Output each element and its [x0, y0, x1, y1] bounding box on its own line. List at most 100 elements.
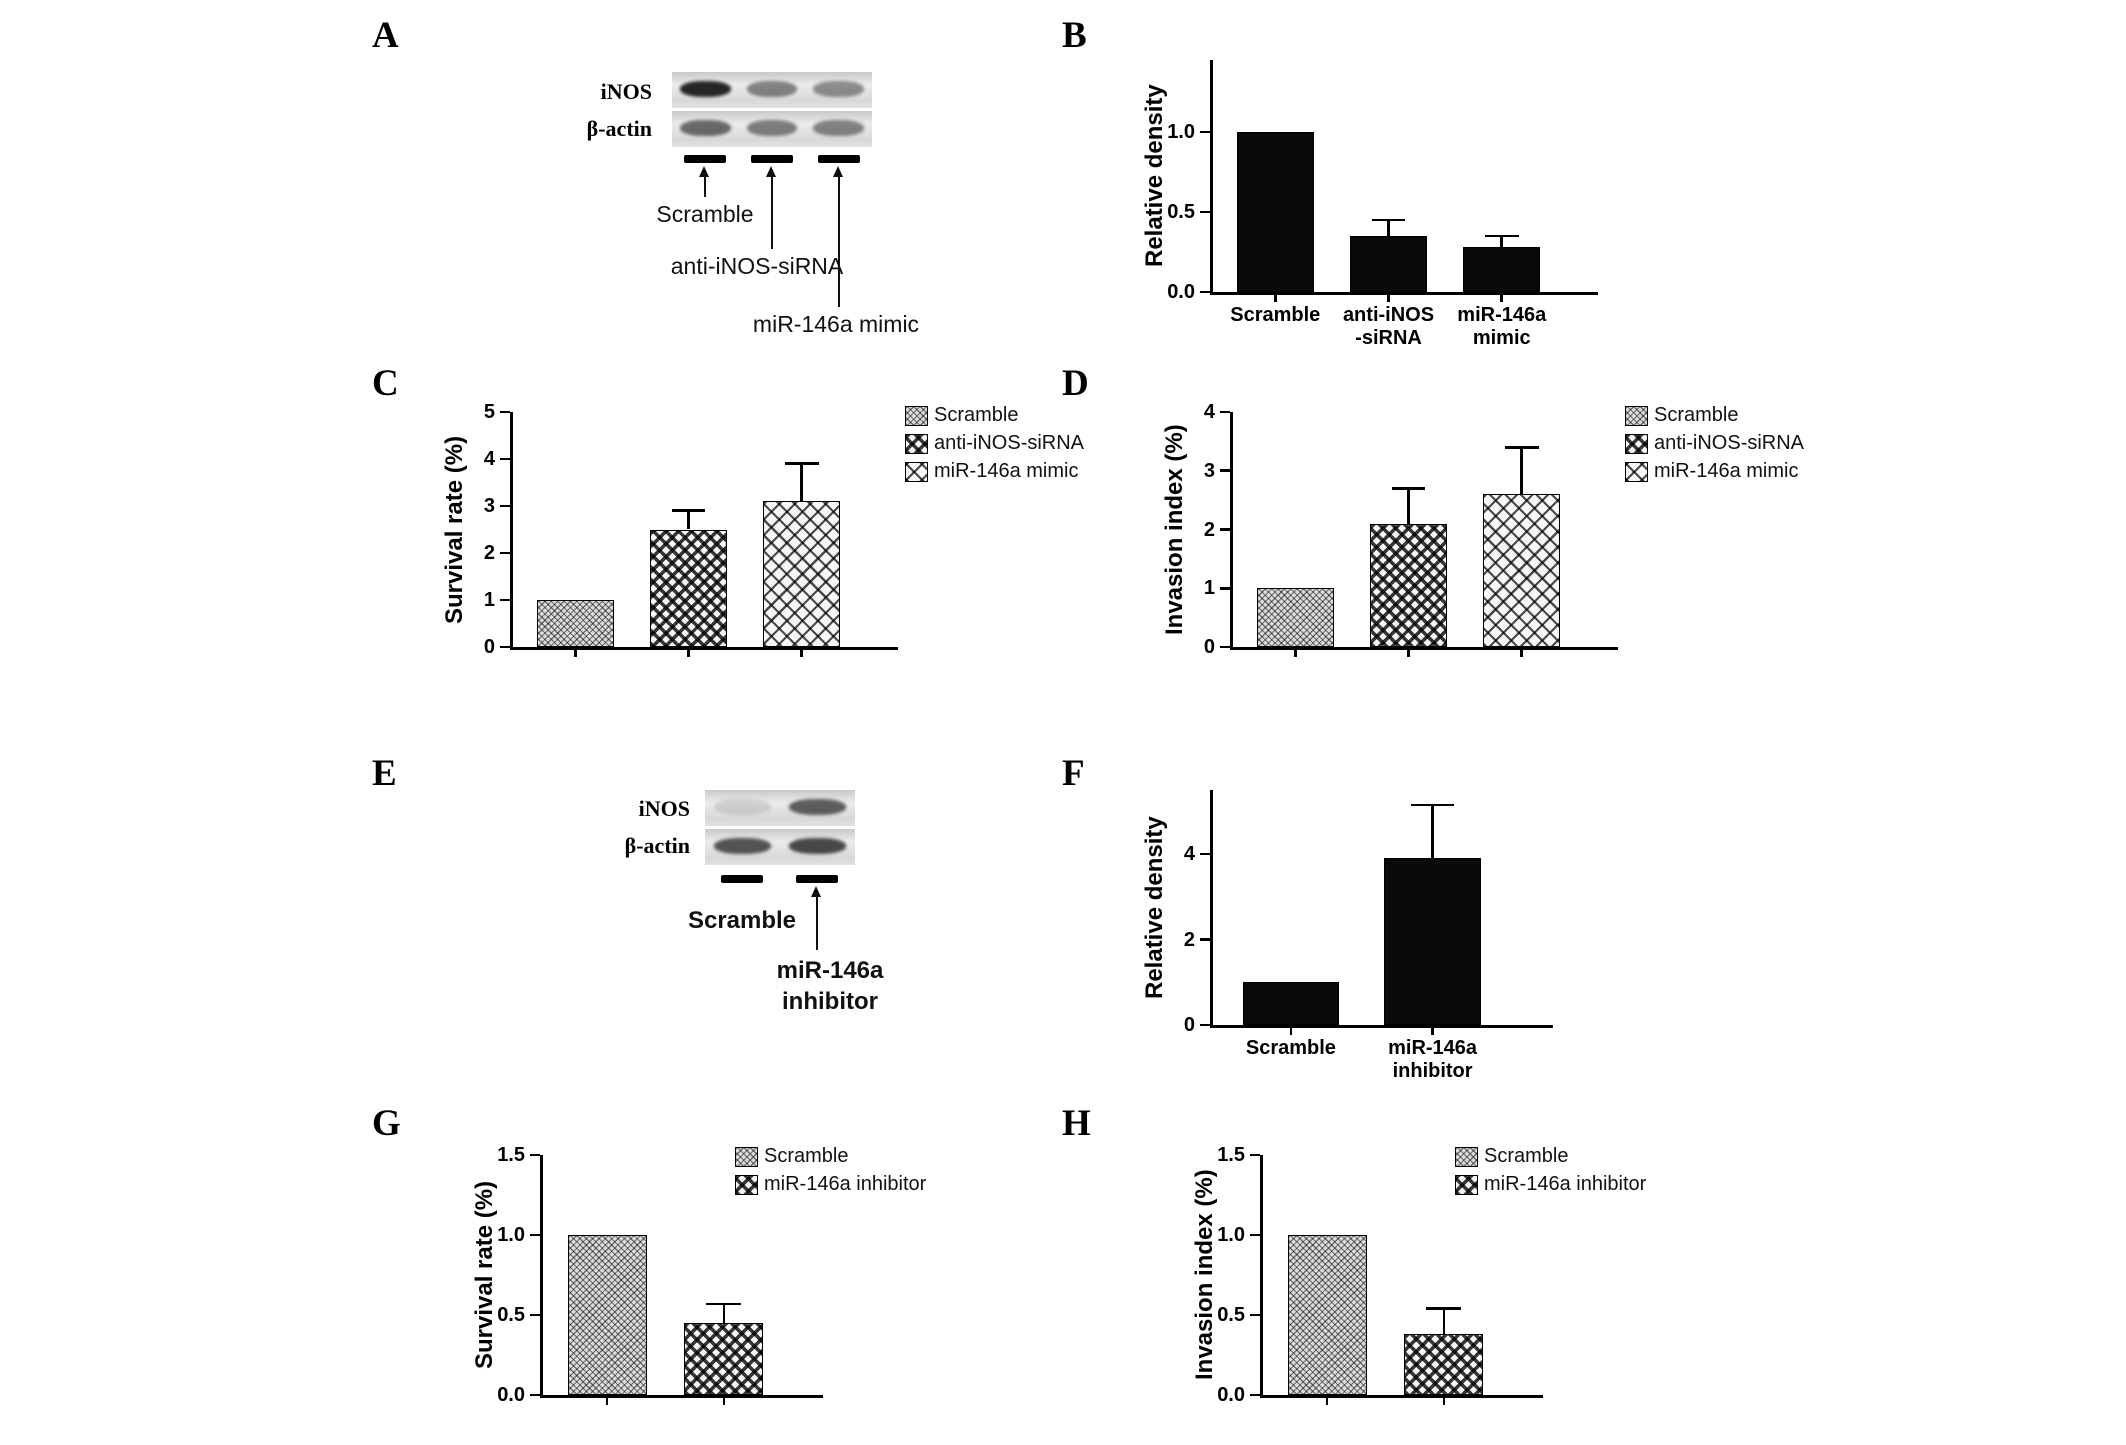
y-tick-label: 2 — [1203, 518, 1215, 541]
error-bar-stem — [1442, 1308, 1446, 1335]
y-tick — [1220, 645, 1230, 649]
legend-label: anti-iNOS-siRNA — [934, 432, 1085, 454]
error-bar-stem — [1387, 220, 1390, 236]
error-bar-cap — [706, 1302, 742, 1306]
y-tick — [530, 1153, 540, 1157]
bar-f-1 — [1384, 858, 1481, 1025]
panel-label-b: B — [1062, 15, 1087, 56]
blot-band — [746, 120, 798, 136]
y-tick-label: 0.0 — [1217, 1384, 1245, 1406]
y-tick-label: 1 — [1203, 577, 1215, 600]
bar-g-1 — [684, 1323, 764, 1395]
blot-band — [813, 120, 864, 136]
error-bar-stem — [1431, 804, 1434, 859]
y-tick — [500, 551, 510, 555]
legend-swatch — [735, 1174, 758, 1195]
blot-band — [746, 81, 798, 97]
y-tick — [530, 1393, 540, 1397]
y-tick-label: 2 — [1183, 928, 1195, 951]
legend-label: Scramble — [1484, 1145, 1569, 1167]
blot-band — [789, 799, 846, 815]
x-tick — [1289, 1028, 1293, 1035]
error-bar-stem — [722, 1303, 726, 1323]
y-tick — [1200, 210, 1210, 214]
y-tick-label: 4 — [1183, 843, 1195, 866]
blot-band — [680, 81, 731, 97]
legend-label: Scramble — [1654, 404, 1739, 426]
blot-strip — [705, 790, 855, 826]
error-bar-cap — [1504, 445, 1539, 449]
bar-c-1 — [650, 529, 727, 647]
legend-entry: Scramble — [1455, 1145, 1646, 1168]
protein-label-bactin-e: β-actin — [624, 833, 690, 858]
chart-survival-rate-g: 0.0 0.5 1.0 1.5 Survival rate (%) Scramble miR… — [435, 1125, 1095, 1435]
legend-entry: miR-146a inhibitor — [735, 1173, 926, 1196]
blot-band — [813, 81, 864, 97]
chart-relative-density-f: 0 2 4 Scramble miR-146a inhibitor Relative de… — [1130, 772, 1690, 1117]
blot-strip — [672, 72, 872, 108]
chart-relative-density-b: 0.0 0.5 1.0 Scramble anti-iNOS -siRNA miR-146… — [1130, 42, 1690, 387]
error-bar-cap — [1371, 218, 1406, 222]
legend-entry: Scramble — [1625, 404, 1804, 427]
lane-label-scramble-e: Scramble — [687, 907, 797, 934]
y-axis-label: Relative density — [1141, 84, 1168, 268]
legend-entry: Scramble — [905, 404, 1084, 427]
panel-label-e: E — [372, 753, 397, 794]
legend-swatch — [1625, 405, 1648, 426]
lane-marker — [684, 155, 726, 163]
y-tick — [1220, 586, 1230, 590]
lane-label-mir146a-inhibitor: miR-146a inhibitor — [776, 957, 884, 1016]
bar-f-0 — [1242, 982, 1340, 1025]
y-tick — [1200, 938, 1210, 941]
western-blot-e — [705, 790, 855, 868]
y-tick — [500, 504, 510, 508]
x-tick — [1407, 650, 1410, 657]
y-tick-label: 1.5 — [497, 1144, 525, 1166]
lane-marker — [751, 155, 793, 163]
protein-label-inos-e: iNOS — [638, 796, 690, 821]
bar-h-1 — [1404, 1334, 1484, 1395]
legend-label: anti-iNOS-siRNA — [1654, 432, 1805, 454]
legend-label: miR-146a mimic — [1654, 460, 1799, 482]
error-bar-stem — [1520, 447, 1524, 495]
y-tick — [1200, 852, 1210, 856]
x-category-label: anti-iNOS -siRNA — [1342, 304, 1435, 349]
legend-swatch — [735, 1146, 758, 1167]
x-tick — [1273, 295, 1277, 302]
bar-b-0 — [1236, 132, 1314, 292]
y-axis-label: Invasion index (%) — [1191, 1169, 1218, 1381]
plot-area: 0.0 0.5 1.0 1.5 — [1217, 1144, 1543, 1406]
error-bar-cap — [1411, 803, 1454, 807]
legend-entry: miR-146a mimic — [1625, 460, 1804, 483]
plot-area: 0 1 2 3 4 — [1204, 401, 1618, 658]
x-tick — [722, 1398, 726, 1405]
x-tick — [1293, 650, 1297, 657]
x-tick — [605, 1398, 609, 1405]
blot-strip — [672, 111, 872, 147]
error-bar-stem — [1500, 236, 1504, 248]
x-tick — [687, 650, 690, 657]
bar-c-2 — [763, 501, 841, 647]
x-tick — [1325, 1398, 1329, 1405]
x-tick — [1431, 1028, 1434, 1035]
error-bar-stem — [687, 510, 690, 530]
y-tick — [1250, 1393, 1260, 1397]
legend-label: miR-146a inhibitor — [764, 1173, 927, 1195]
arrow-up-icon — [698, 166, 711, 197]
lane-marker — [721, 875, 763, 883]
western-blot-a — [672, 72, 872, 150]
y-tick-label: 0.5 — [497, 1304, 525, 1326]
legend-swatch — [905, 405, 928, 426]
chart-legend: Scramble miR-146a inhibitor — [1455, 1145, 1646, 1201]
y-tick-label: 1 — [483, 589, 495, 611]
error-bar-cap — [784, 462, 819, 465]
panel-label-d: D — [1062, 363, 1089, 404]
legend-label: miR-146a inhibitor — [1484, 1173, 1647, 1195]
legend-swatch — [1455, 1174, 1478, 1195]
legend-label: miR-146a mimic — [934, 460, 1079, 482]
error-bar-cap — [1484, 234, 1519, 238]
chart-invasion-index-h: 0.0 0.5 1.0 1.5 Invasion index (%) Scramble mi… — [1155, 1125, 1815, 1435]
y-tick-label: 3 — [483, 495, 495, 517]
bar-d-2 — [1483, 494, 1561, 647]
